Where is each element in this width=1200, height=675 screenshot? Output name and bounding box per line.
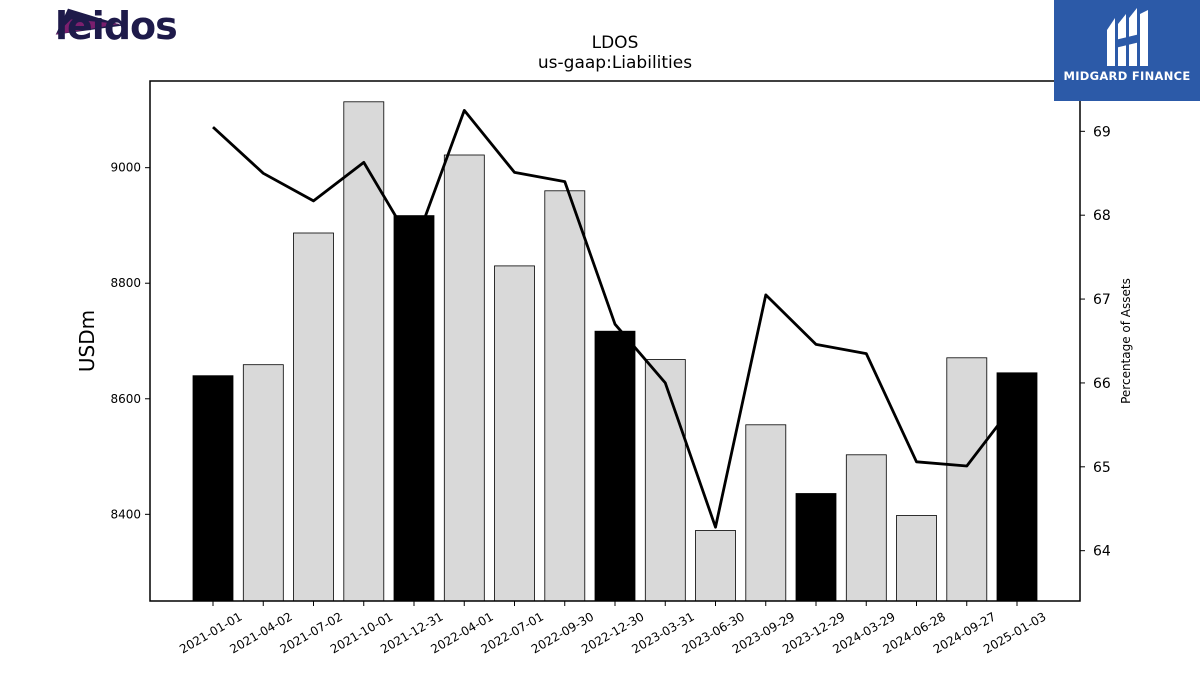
bar-2024-09-27: [946, 357, 988, 602]
y-axis-label: USDm: [75, 310, 99, 372]
chart-title: LDOS: [591, 33, 639, 53]
midgard-finance-logo: MIDGARD FINANCE: [1054, 0, 1200, 101]
y2-tick-label-67: 67: [1093, 292, 1111, 308]
leidos-logo-mark: [55, 8, 124, 35]
bar-2025-01-03: [996, 372, 1038, 602]
bar-2024-03-29: [845, 454, 887, 602]
bar-2023-12-29: [795, 493, 837, 602]
bar-2023-09-29: [745, 424, 787, 602]
bar-2021-07-02: [293, 232, 334, 602]
y2-axis-label: Percentage of Assets: [1119, 278, 1133, 404]
bar-2023-03-31: [644, 359, 686, 602]
y2-tick-label-65: 65: [1093, 460, 1111, 476]
midgard-logo-text: MIDGARD FINANCE: [1063, 69, 1191, 83]
y2-tick-label-69: 69: [1093, 124, 1111, 140]
bar-2022-09-30: [544, 190, 586, 602]
y2-tick-label-68: 68: [1093, 208, 1111, 224]
percentage-of-assets-line: [212, 109, 1019, 529]
y-tick-label-8800: 8800: [110, 276, 141, 290]
bar-2022-04-01: [443, 154, 485, 602]
y-tick-label-8400: 8400: [110, 507, 141, 521]
bar-2022-07-01: [494, 265, 535, 602]
y2-tick-label-64: 64: [1093, 544, 1111, 560]
y2-tick-label-66: 66: [1093, 376, 1111, 392]
bar-2022-12-30: [594, 330, 636, 602]
y-tick-label-8600: 8600: [110, 392, 141, 406]
bar-2023-06-30: [695, 530, 736, 602]
chart-subtitle: us-gaap:Liabilities: [537, 53, 693, 73]
bar-2021-12-31: [393, 215, 435, 602]
leidos-logo-text: leidos: [55, 4, 178, 48]
bar-2021-04-02: [242, 364, 284, 602]
bar-2024-06-28: [896, 515, 937, 602]
midgard-logo-mark: [1107, 8, 1148, 66]
y-tick-label-9000: 9000: [110, 161, 141, 175]
bar-2021-10-01: [343, 101, 385, 602]
bar-2021-01-01: [192, 375, 234, 602]
